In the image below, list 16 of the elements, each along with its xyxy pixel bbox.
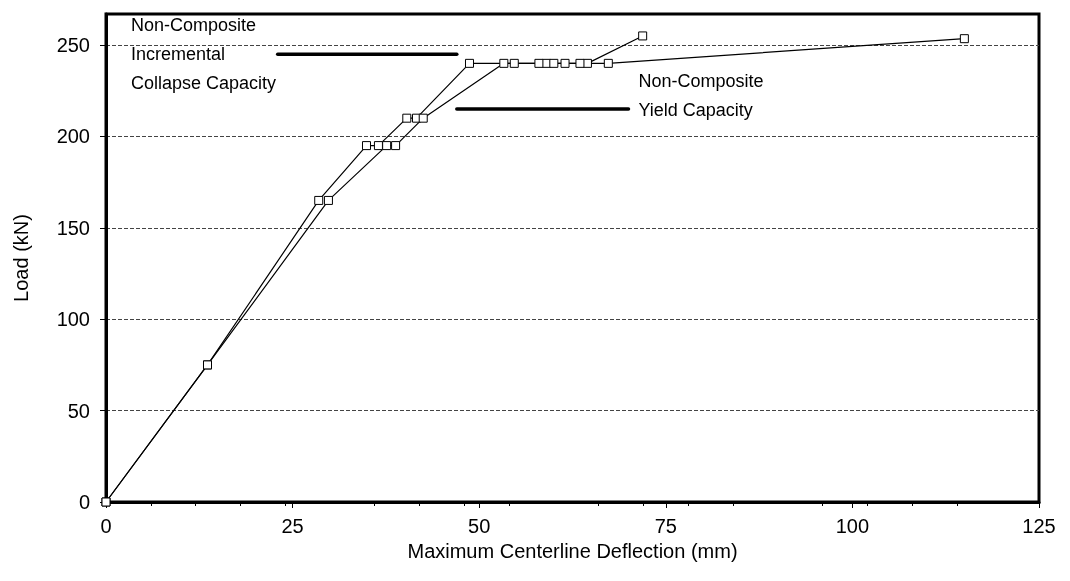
- y-tick-label: 0: [78, 491, 90, 513]
- x-tick-label: 0: [100, 515, 112, 537]
- y-axis-title: Load (kN): [10, 214, 32, 302]
- annotation: Non-Composite Yield Capacity: [638, 70, 764, 120]
- y-tick-label: 100: [56, 308, 90, 331]
- annotation: Non-Composite Incremental Collapse Capacity: [131, 15, 277, 94]
- x-tick-label: 25: [281, 515, 304, 537]
- y-tick-label: 150: [56, 216, 90, 239]
- x-tick-label: 50: [468, 515, 491, 537]
- x-tick-label: 100: [835, 515, 870, 537]
- y-tick-label: 50: [67, 399, 90, 422]
- x-axis-title: Maximum Centerline Deflection (mm): [407, 539, 738, 562]
- y-tick-label: 250: [56, 34, 90, 57]
- x-tick-label: 125: [1022, 515, 1056, 537]
- y-tick-label: 200: [56, 125, 90, 148]
- x-tick-label: 75: [654, 515, 677, 537]
